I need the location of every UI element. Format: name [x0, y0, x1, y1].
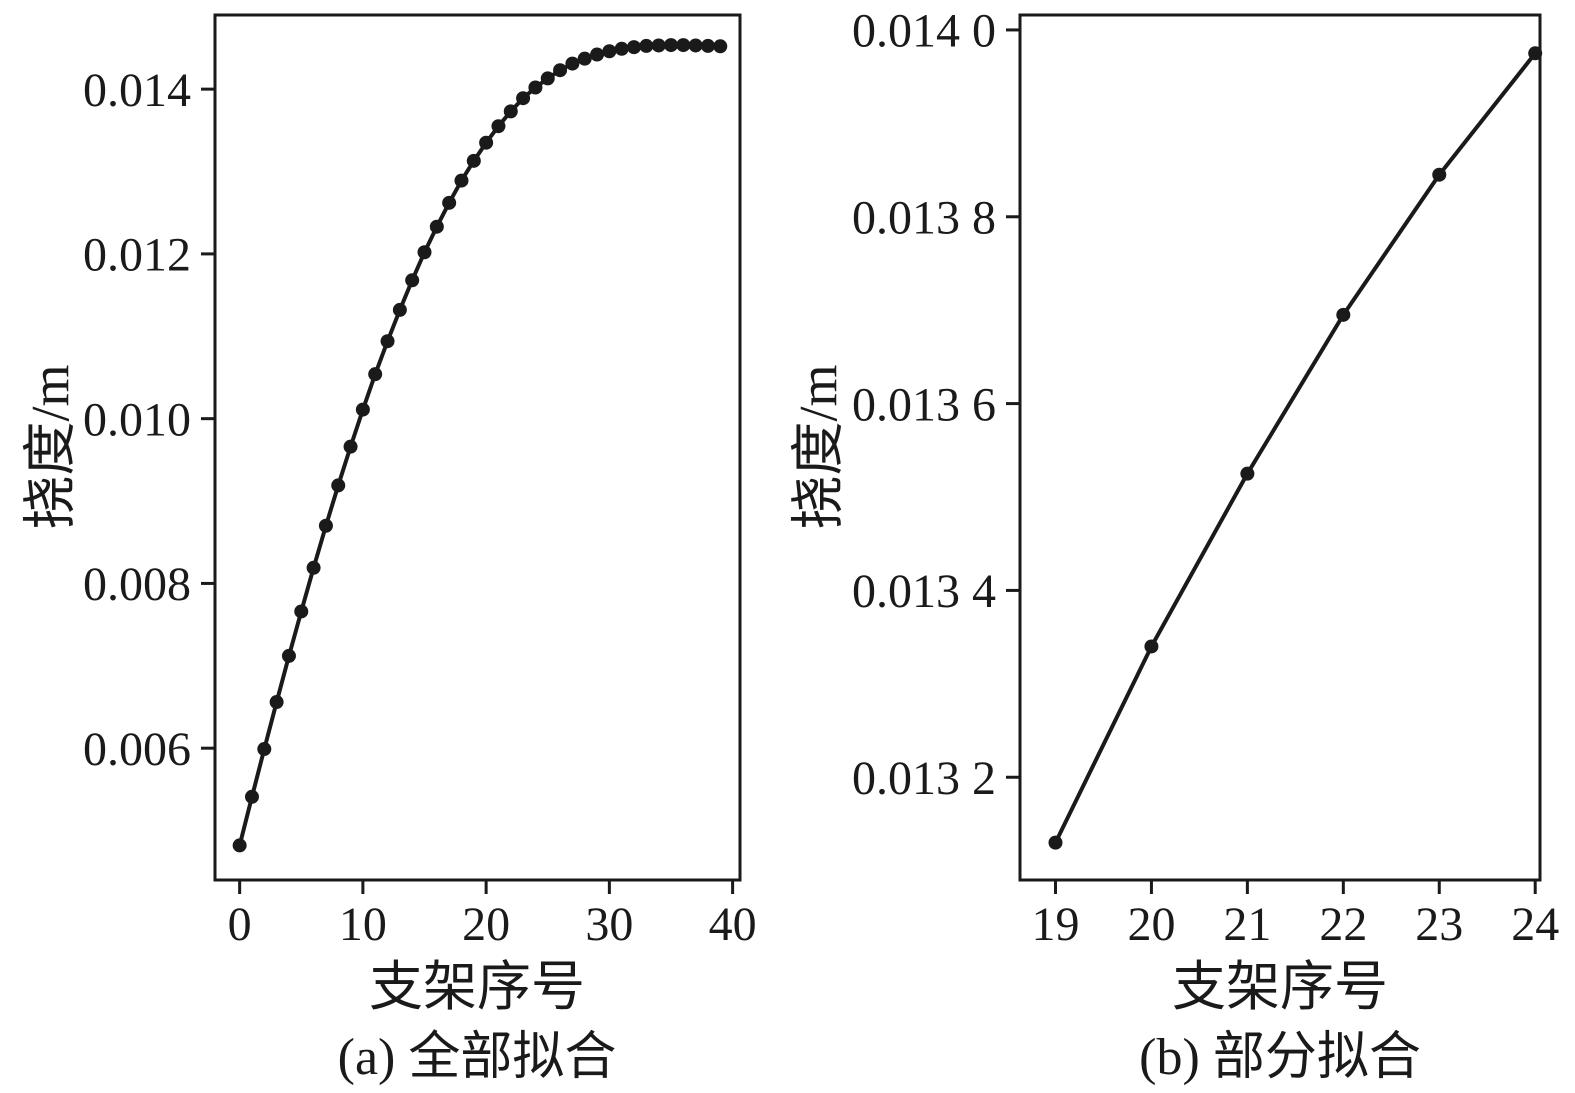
svg-text:19: 19: [1031, 898, 1079, 951]
svg-text:30: 30: [585, 898, 633, 951]
svg-text:0.012: 0.012: [83, 229, 191, 282]
svg-text:40: 40: [709, 898, 757, 951]
svg-text:0.013 6: 0.013 6: [852, 378, 996, 431]
chart-a-y-axis-label: 挠度/m: [20, 364, 81, 530]
chart-b-plot: 19 20 21 22 23 24 0.013 2 0.013 4 0.013 6 0.013 8…: [852, 5, 1559, 951]
svg-text:23: 23: [1415, 898, 1463, 951]
svg-text:24: 24: [1511, 898, 1559, 951]
chart-a-plot: 0 10 20 30 40 0.006 0.008 0.010 0.012 0.014: [83, 13, 757, 951]
svg-text:0.014: 0.014: [83, 64, 191, 117]
svg-text:0.008: 0.008: [83, 558, 191, 611]
svg-text:20: 20: [1127, 898, 1175, 951]
svg-text:0.013 2: 0.013 2: [852, 752, 996, 805]
svg-text:0.010: 0.010: [83, 393, 191, 446]
svg-text:0.013 4: 0.013 4: [852, 565, 996, 618]
chart-a-caption: (a) 全部拟合: [337, 1029, 617, 1086]
svg-text:0.014 0: 0.014 0: [852, 5, 996, 58]
svg-text:0.006: 0.006: [83, 723, 191, 776]
svg-text:0.013 8: 0.013 8: [852, 192, 996, 245]
svg-text:10: 10: [339, 898, 387, 951]
chart-a: 0 10 20 30 40 0.006 0.008 0.010 0.012 0.014 挠度/m …: [20, 13, 757, 1086]
chart-b: 19 20 21 22 23 24 0.013 2 0.013 4 0.013 6 0.013 8…: [785, 0, 1575, 1093]
chart-b-y-axis-label: 挠度/m: [788, 364, 849, 530]
chart-b-caption: (b) 部分拟合: [1139, 1029, 1421, 1086]
chart-b-x-axis-label: 支架序号: [1172, 957, 1388, 1017]
svg-text:0: 0: [228, 898, 252, 951]
chart-a-x-axis-label: 支架序号: [369, 957, 585, 1017]
svg-text:21: 21: [1223, 898, 1271, 951]
svg-text:20: 20: [462, 898, 510, 951]
svg-text:22: 22: [1319, 898, 1367, 951]
